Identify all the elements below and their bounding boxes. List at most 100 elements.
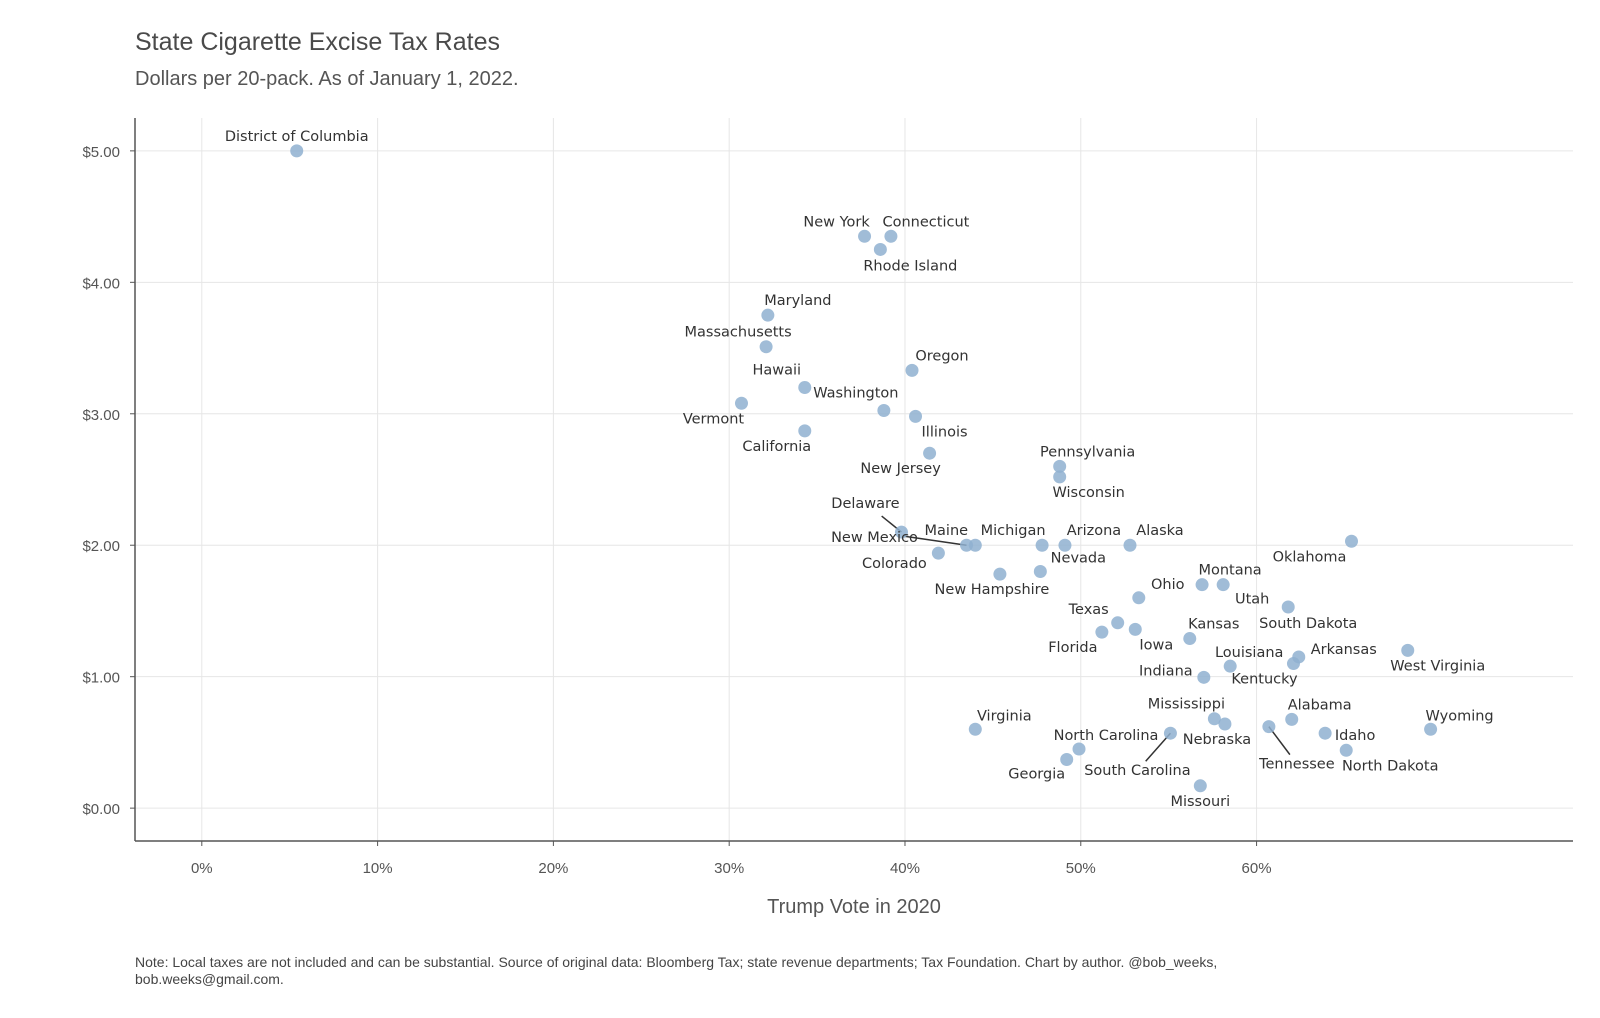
chart-title: State Cigarette Excise Tax Rates [135, 28, 500, 56]
data-point [1339, 743, 1353, 757]
x-tick-label: 40% [890, 860, 920, 877]
chart-subtitle: Dollars per 20-pack. As of January 1, 20… [135, 68, 519, 90]
data-point [1132, 591, 1146, 605]
point-label: Colorado [862, 556, 927, 572]
data-point [1035, 538, 1049, 552]
point-label: Ohio [1151, 577, 1185, 593]
point-label: Connecticut [882, 214, 969, 230]
point-label: Wisconsin [1052, 485, 1124, 501]
point-label: Wyoming [1426, 708, 1494, 724]
data-point [1128, 622, 1142, 636]
data-point [1223, 659, 1237, 673]
x-tick-label: 50% [1066, 860, 1096, 877]
point-label: District of Columbia [225, 129, 369, 145]
point-label: Montana [1198, 563, 1261, 579]
point-label: Maine [925, 523, 969, 539]
data-point [1344, 534, 1358, 548]
data-point [1197, 670, 1211, 684]
data-point [1053, 459, 1067, 473]
data-point [1207, 712, 1221, 726]
point-label: Illinois [922, 424, 968, 440]
grid-lines [135, 118, 1573, 841]
point-label: Georgia [1008, 766, 1065, 782]
point-label: Nebraska [1183, 732, 1251, 748]
x-axis-title: Trump Vote in 2020 [767, 896, 941, 918]
data-point [858, 229, 872, 243]
point-label: Vermont [683, 411, 745, 427]
data-point [1281, 600, 1295, 614]
data-point [1193, 779, 1207, 793]
point-label: Florida [1048, 640, 1097, 656]
y-tick-label: $2.00 [82, 538, 120, 555]
point-labels: District of Columbia New York Connecticut R… [225, 129, 1494, 810]
point-label: Texas [1068, 602, 1109, 618]
y-tick-label: $3.00 [82, 407, 120, 424]
point-label: Maryland [764, 293, 831, 309]
data-point [798, 380, 812, 394]
point-label: Virginia [977, 708, 1032, 724]
data-point [1060, 752, 1074, 766]
data-point [968, 722, 982, 736]
point-label: Idaho [1335, 728, 1376, 744]
data-point [1318, 726, 1332, 740]
data-point [931, 546, 945, 560]
point-label: South Dakota [1259, 616, 1357, 632]
point-label: Massachusetts [685, 325, 792, 341]
point-label: Hawaii [752, 362, 801, 378]
data-point [759, 340, 773, 354]
data-point [1053, 470, 1067, 484]
data-point [960, 538, 974, 552]
data-point [894, 525, 908, 539]
data-points [290, 144, 1438, 793]
data-point [1123, 538, 1137, 552]
point-label: North Carolina [1054, 728, 1159, 744]
point-label: Kansas [1188, 617, 1239, 633]
y-tick-label: $1.00 [82, 670, 120, 687]
data-point [761, 308, 775, 322]
point-label: Nevada [1051, 551, 1106, 567]
point-label: Missouri [1170, 794, 1230, 810]
x-tick-label: 20% [538, 860, 568, 877]
data-point [909, 409, 923, 423]
data-point [1401, 643, 1415, 657]
data-point [1285, 712, 1299, 726]
data-point [873, 242, 887, 256]
point-label: New York [803, 214, 870, 230]
data-point [1262, 720, 1276, 734]
data-point [1286, 657, 1300, 671]
point-label: Indiana [1139, 663, 1193, 679]
x-tick-label: 0% [191, 860, 213, 877]
data-point [1218, 717, 1232, 731]
point-label: New Hampshire [935, 582, 1050, 598]
y-tick-label: $5.00 [82, 144, 120, 161]
data-point [923, 446, 937, 460]
point-label: Delaware [831, 496, 899, 512]
point-label: Tennessee [1258, 757, 1335, 773]
point-label: Utah [1235, 592, 1269, 608]
x-tick-label: 60% [1242, 860, 1272, 877]
data-point [877, 403, 891, 417]
point-label: Michigan [981, 523, 1046, 539]
data-point [1111, 616, 1125, 630]
point-label: Pennsylvania [1040, 444, 1135, 460]
point-label: South Carolina [1084, 763, 1190, 779]
point-label: Oklahoma [1273, 549, 1347, 565]
data-point [1216, 578, 1230, 592]
point-label: West Virginia [1390, 658, 1485, 674]
x-tick-label: 30% [714, 860, 744, 877]
data-point [1072, 742, 1086, 756]
data-point [1058, 538, 1072, 552]
point-label: Arkansas [1311, 642, 1377, 658]
axes [134, 118, 1573, 842]
point-label: Washington [813, 385, 898, 401]
y-tick-label: $0.00 [82, 801, 120, 818]
point-label: Arizona [1067, 523, 1121, 539]
data-point [1163, 726, 1177, 740]
point-label: Oregon [915, 348, 968, 364]
data-point [1033, 565, 1047, 579]
data-point [884, 229, 898, 243]
data-point [993, 567, 1007, 581]
tick-labels: 0% 10% 20% 30% 40% 50% 60% $0.00 $1.00 $2.00 $3.00… [82, 144, 1271, 877]
point-label: North Dakota [1342, 758, 1439, 774]
leader-line [904, 535, 967, 546]
